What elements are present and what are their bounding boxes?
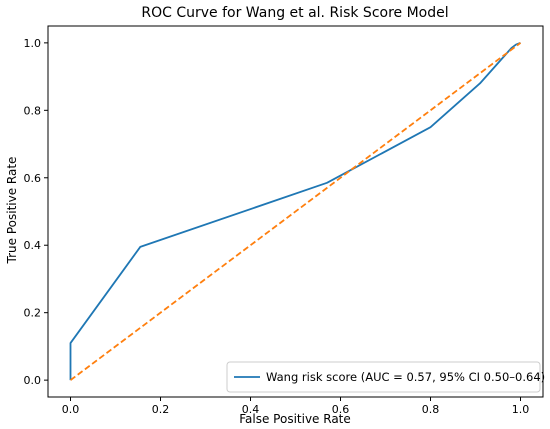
y-axis-label: True Positive Rate — [5, 157, 19, 265]
y-tick-label: 0.0 — [24, 374, 42, 387]
series-line-1 — [69, 42, 522, 381]
plot-frame — [47, 25, 544, 398]
plot-area — [47, 25, 544, 398]
x-tick-label: 0.6 — [332, 403, 350, 416]
x-tick-label: 0.2 — [152, 403, 170, 416]
y-tick-label: 1.0 — [24, 37, 42, 50]
x-tick-label: 0.4 — [242, 403, 260, 416]
x-tick-label: 1.0 — [512, 403, 530, 416]
y-tick-label: 0.2 — [24, 307, 42, 320]
x-axis-label: False Positive Rate — [239, 412, 351, 426]
y-tick-label: 0.4 — [24, 239, 42, 252]
x-tick-label: 0.8 — [422, 403, 440, 416]
legend: Wang risk score (AUC = 0.57, 95% CI 0.50… — [226, 361, 545, 393]
y-tick-label: 0.8 — [24, 104, 42, 117]
legend-box — [226, 361, 541, 393]
legend-entry-label: Wang risk score (AUC = 0.57, 95% CI 0.50… — [266, 370, 545, 384]
axis-ticks: 0.0 0.2 0.4 0.6 0.8 1.0 0.0 0.2 0.4 0.6 0.8 1.0 — [24, 37, 530, 416]
x-tick-label: 0.0 — [62, 403, 80, 416]
y-tick-label: 0.6 — [24, 172, 42, 185]
series-line-0 — [69, 42, 521, 381]
chart-title: ROC Curve for Wang et al. Risk Score Mod… — [141, 5, 448, 21]
